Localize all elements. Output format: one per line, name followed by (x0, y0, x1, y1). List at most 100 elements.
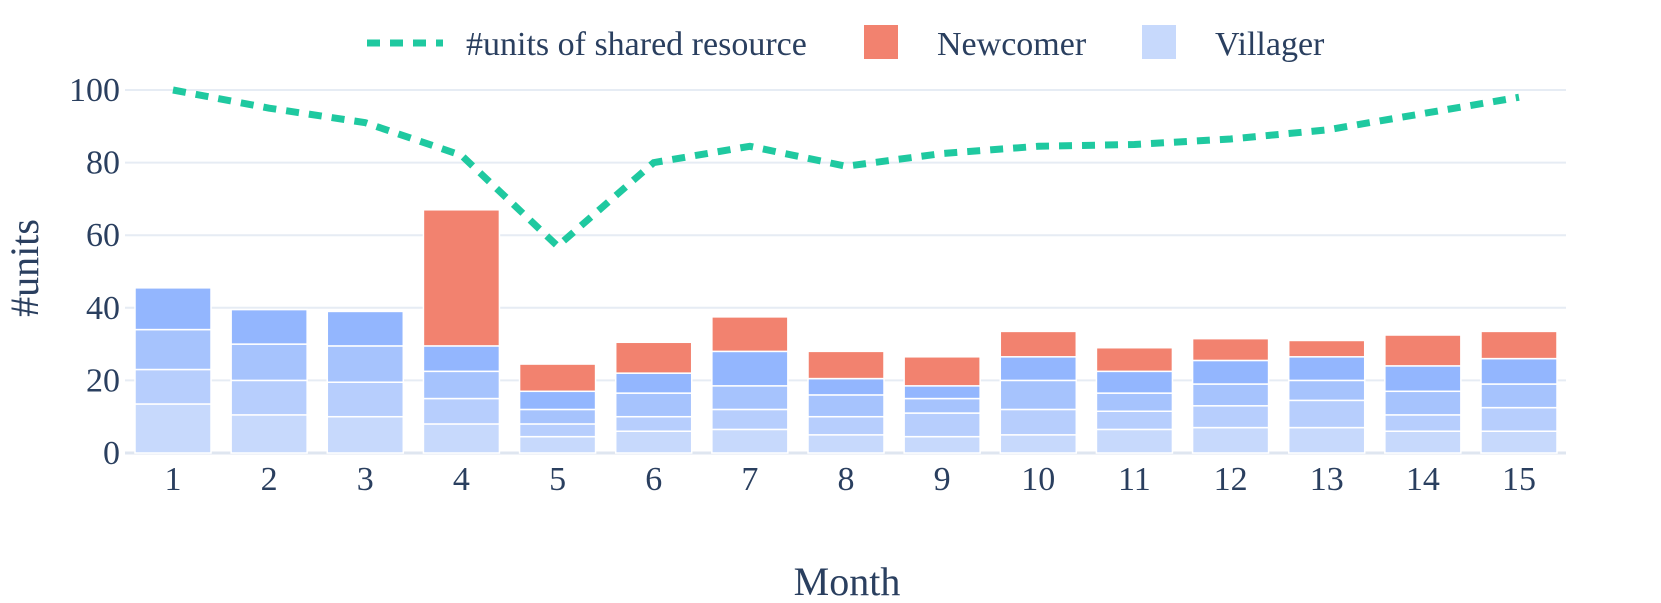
bar-newcomer (1095, 346, 1174, 373)
bar-villager-segment (1480, 430, 1558, 454)
bar-newcomer (903, 356, 981, 387)
legend-swatch-newcomer (864, 25, 898, 59)
bar-villager-segment (807, 377, 885, 396)
x-tick-label: 11 (1118, 461, 1151, 498)
x-tick-label: 1 (165, 461, 182, 498)
bar-villager-segment (1384, 430, 1462, 454)
legend-swatch-villager (1142, 25, 1176, 59)
bar-villager-segment (326, 381, 405, 418)
x-tick-label: 4 (453, 461, 470, 498)
x-tick-label: 7 (741, 461, 758, 498)
bar-villager-segment (134, 403, 212, 454)
y-tick-label: 40 (86, 290, 120, 327)
bar-villager-segment (903, 385, 981, 400)
bar-villager-segment (1287, 379, 1366, 402)
bar-villager-segment (1480, 357, 1558, 385)
bar-villager-segment (1384, 414, 1462, 432)
bar-villager-segment (518, 408, 597, 425)
y-tick-label: 60 (86, 217, 120, 254)
bar-newcomer (711, 316, 789, 353)
bar-newcomer (422, 209, 501, 347)
bar-villager-segment (1191, 405, 1270, 429)
bar-villager-segment (807, 394, 885, 418)
y-axis-title: #units (2, 219, 47, 317)
bar-villager-segment (614, 430, 693, 454)
bar-villager-segment (1191, 359, 1270, 385)
shared-resource-line (172, 86, 1520, 251)
bar-newcomer (1191, 337, 1270, 362)
x-tick-label: 3 (357, 461, 374, 498)
bar-villager-segment (1095, 428, 1174, 454)
bar-villager-segment (711, 428, 789, 454)
bar-villager-segment (326, 310, 405, 347)
bar-villager-segment (614, 392, 693, 418)
x-axis-title: Month (794, 559, 901, 603)
x-tick-label: 2 (261, 461, 278, 498)
bar-villager-segment (518, 423, 597, 438)
y-tick-labels: 0 20 40 60 80 100 (69, 72, 120, 472)
bar-villager-segment (1191, 426, 1270, 454)
bar-villager-segment (1480, 383, 1558, 409)
bar-villager-segment (422, 423, 501, 454)
bar-villager-segment (134, 287, 212, 331)
x-tick-label: 8 (838, 461, 855, 498)
bar-newcomer (1287, 339, 1366, 358)
bar-villager-segment (1287, 356, 1366, 382)
bar-villager-segment (134, 328, 212, 371)
bar-villager-segment (422, 370, 501, 400)
bar-villager-segment (230, 343, 308, 382)
bar-newcomer (1480, 330, 1558, 360)
y-tick-label: 20 (86, 362, 120, 399)
bar-villager-segment (518, 435, 597, 454)
bar-newcomer (518, 363, 597, 393)
bar-newcomer (1384, 334, 1462, 367)
x-tick-label: 6 (645, 461, 662, 498)
bar-villager-segment (1095, 370, 1174, 394)
bar-villager-segment (326, 345, 405, 383)
bar-villager-segment (999, 408, 1078, 436)
bar-villager-segment (711, 350, 789, 387)
x-tick-label: 14 (1406, 461, 1440, 498)
bar-villager-segment (711, 385, 789, 411)
bar-villager-segment (903, 435, 981, 454)
bar-villager-segment (807, 434, 885, 454)
bar-villager-segment (1384, 390, 1462, 416)
bar-villager-segment (230, 308, 308, 345)
bar-villager-segment (1095, 410, 1174, 431)
y-tick-label: 0 (103, 435, 120, 472)
legend-label-villager: Villager (1215, 26, 1325, 63)
bar-villager-segment (711, 408, 789, 431)
bar-villager-segment (230, 414, 308, 454)
y-tick-label: 100 (69, 72, 120, 109)
x-tick-label: 13 (1310, 461, 1344, 498)
legend-label-shared-resource: #units of shared resource (466, 26, 807, 63)
bar-villager-segment (230, 379, 308, 416)
bar-villager-segment (326, 415, 405, 454)
bar-villager-segment (999, 379, 1078, 411)
bar-villager-segment (518, 390, 597, 411)
bar-villager-segment (422, 397, 501, 425)
bar-villager-segment (1287, 399, 1366, 429)
x-tick-labels: 1 2 3 4 5 6 7 8 9 10 11 12 13 14 15 (165, 461, 1537, 498)
bar-newcomer (614, 341, 693, 374)
bar-villager-segment (999, 434, 1078, 454)
x-tick-label: 5 (549, 461, 566, 498)
bar-villager-segment (1095, 392, 1174, 413)
bar-villager-segment (614, 415, 693, 432)
shared-resource-polyline (172, 86, 1520, 251)
bar-villager-segment (1384, 365, 1462, 393)
x-tick-label: 15 (1502, 461, 1536, 498)
bar-villager-segment (999, 356, 1078, 382)
bar-newcomer (807, 350, 885, 380)
bars (134, 209, 1558, 454)
bar-villager-segment (807, 415, 885, 436)
bar-villager-segment (134, 368, 212, 405)
bar-villager-segment (903, 397, 981, 414)
bar-newcomer (999, 330, 1078, 358)
bar-villager-segment (422, 345, 501, 373)
x-tick-label: 9 (934, 461, 951, 498)
bar-villager-segment (903, 412, 981, 438)
bar-villager-segment (614, 372, 693, 394)
x-tick-label: 12 (1214, 461, 1248, 498)
